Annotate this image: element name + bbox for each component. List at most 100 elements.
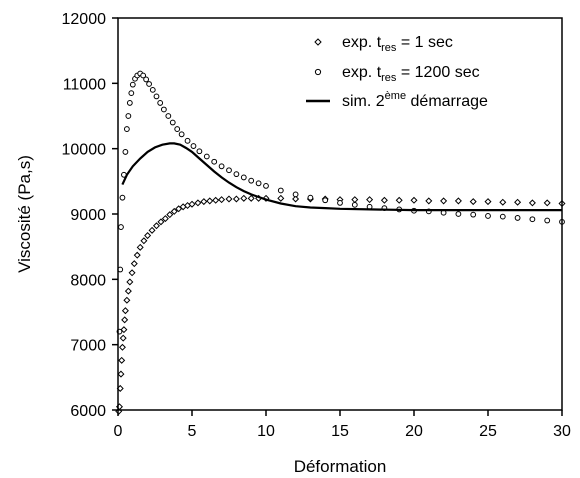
x-tick-label: 25 — [479, 423, 497, 440]
data-point-diamond — [136, 243, 144, 251]
data-point-circle — [203, 153, 210, 160]
data-point-diamond — [425, 197, 433, 205]
data-point-circle — [165, 113, 172, 119]
data-point-diamond — [126, 278, 134, 286]
x-tick-label: 15 — [331, 423, 349, 440]
data-point-diamond — [118, 343, 126, 351]
y-tick-label: 10000 — [62, 142, 107, 159]
data-point-circle — [143, 76, 150, 83]
y-axis-title: Viscosité (Pa,s) — [15, 155, 34, 273]
data-point-diamond — [140, 237, 148, 245]
data-point-diamond — [314, 38, 322, 46]
x-tick-label: 0 — [114, 423, 123, 440]
data-point-circle — [277, 187, 284, 194]
data-point-circle — [314, 68, 322, 76]
data-point-circle — [126, 100, 133, 106]
data-point-circle — [125, 113, 132, 119]
data-point-circle — [470, 211, 477, 218]
data-point-circle — [351, 201, 358, 208]
series-diamond — [115, 194, 566, 415]
data-point-circle — [123, 126, 130, 132]
data-point-circle — [485, 213, 491, 219]
data-point-diamond — [121, 307, 129, 315]
x-tick-label: 30 — [553, 423, 571, 440]
data-point-diamond — [119, 334, 127, 342]
legend-item-circle: exp. tres = 1200 sec — [314, 64, 480, 84]
data-point-circle — [292, 191, 299, 198]
data-point-diamond — [469, 198, 477, 206]
data-point-diamond — [166, 211, 174, 219]
data-point-diamond — [123, 296, 131, 304]
data-point-circle — [174, 126, 181, 132]
data-point-diamond — [161, 215, 169, 223]
data-point-diamond — [117, 370, 125, 378]
data-point-circle — [337, 199, 343, 206]
data-point-diamond — [124, 287, 132, 295]
data-point-diamond — [212, 196, 220, 204]
legend: exp. tres = 1 sec exp. tres = 1200 sec sim… — [306, 34, 488, 110]
data-point-circle — [129, 81, 136, 88]
data-point-diamond — [121, 316, 129, 324]
data-point-diamond — [118, 356, 126, 364]
data-point-circle — [196, 148, 203, 155]
y-tick-label: 8000 — [70, 272, 106, 289]
data-point-circle — [240, 174, 247, 181]
data-point-diamond — [514, 198, 522, 206]
ticks-layer: 0 5 10 15 20 25 30 6000 7000 8000 9000 10000 11000 12… — [62, 11, 572, 440]
data-point-diamond — [175, 205, 183, 213]
data-point-diamond — [200, 198, 208, 206]
series-layer — [115, 70, 566, 415]
data-point-diamond — [133, 251, 141, 259]
data-point-circle — [146, 81, 152, 87]
series-line-path — [121, 142, 562, 212]
y-tick-label: 12000 — [62, 11, 107, 28]
data-point-circle — [322, 197, 329, 204]
data-point-circle — [119, 194, 126, 201]
x-tick-label: 20 — [405, 423, 423, 440]
data-point-diamond — [410, 196, 418, 204]
data-point-diamond — [247, 194, 255, 202]
legend-item-line: sim. 2ème démarrage — [306, 90, 488, 110]
data-point-diamond — [366, 196, 374, 204]
data-point-diamond — [194, 199, 202, 207]
data-point-circle — [226, 167, 232, 174]
data-point-circle — [149, 86, 156, 93]
data-point-diamond — [277, 194, 285, 202]
data-point-diamond — [454, 197, 462, 205]
data-point-circle — [178, 131, 185, 138]
data-point-circle — [190, 143, 197, 149]
data-point-diamond — [225, 195, 233, 203]
data-point-diamond — [130, 260, 138, 268]
y-tick-label: 9000 — [70, 207, 106, 224]
y-tick-label: 6000 — [70, 403, 106, 420]
data-point-circle — [160, 106, 167, 113]
data-point-circle — [307, 194, 314, 201]
data-point-diamond — [528, 199, 536, 207]
data-point-circle — [499, 213, 506, 220]
data-point-diamond — [484, 198, 492, 206]
data-point-circle — [157, 100, 164, 106]
series-line — [121, 142, 562, 212]
data-point-circle — [263, 183, 269, 189]
data-point-circle — [184, 137, 191, 144]
data-point-circle — [140, 72, 147, 79]
data-point-diamond — [144, 232, 152, 240]
data-point-circle — [169, 119, 176, 126]
plot-frame — [117, 17, 563, 411]
data-point-diamond — [499, 198, 507, 206]
data-point-circle — [529, 216, 536, 223]
data-point-circle — [233, 171, 240, 178]
data-point-circle — [255, 180, 262, 187]
data-point-diamond — [128, 269, 136, 277]
data-point-circle — [153, 93, 160, 100]
data-point-circle — [122, 149, 129, 155]
data-point-diamond — [232, 195, 240, 203]
data-point-diamond — [380, 196, 388, 204]
data-point-circle — [514, 215, 521, 221]
data-point-circle — [128, 90, 135, 97]
data-point-diamond — [188, 200, 196, 208]
y-tick-label: 11000 — [63, 76, 106, 93]
data-point-circle — [248, 177, 255, 184]
data-point-diamond — [395, 196, 403, 204]
